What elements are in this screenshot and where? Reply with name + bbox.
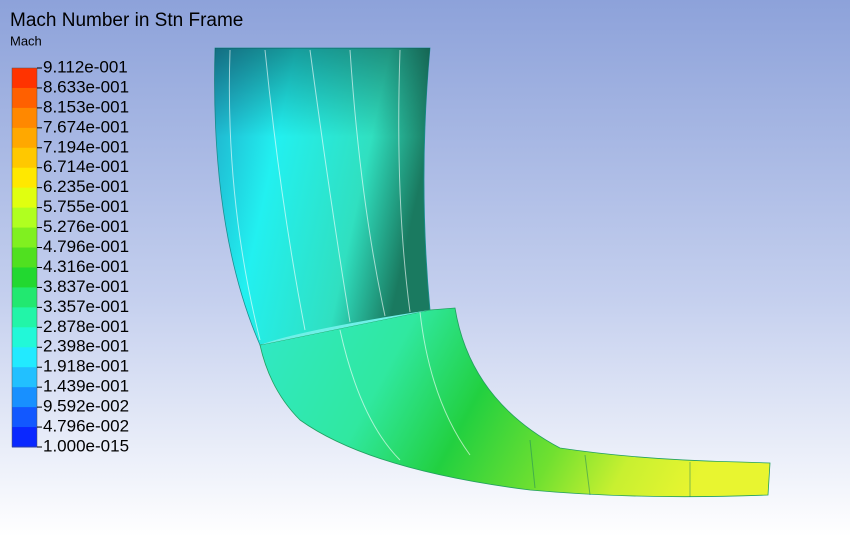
legend-label: 6.714e-001 [43, 157, 129, 176]
legend-band [12, 207, 37, 229]
legend-band [12, 227, 37, 249]
title: Mach Number in Stn Frame [10, 10, 243, 31]
legend-label: 5.755e-001 [43, 197, 129, 216]
legend-band [12, 327, 37, 348]
legend-band [12, 307, 37, 328]
color-legend: 9.112e-0018.633e-0018.153e-0017.674e-001… [11, 57, 129, 455]
legend-band [12, 68, 37, 89]
variable-name: Mach [10, 33, 42, 48]
legend-band [12, 347, 37, 368]
legend-label: 3.357e-001 [43, 297, 129, 316]
legend-label: 4.796e-002 [43, 417, 129, 436]
legend-label: 7.194e-001 [43, 137, 129, 156]
legend-label: 4.796e-001 [43, 237, 129, 256]
legend-frame [11, 67, 38, 448]
legend-band [12, 127, 37, 149]
legend-band [12, 87, 37, 109]
legend-label: 5.276e-001 [43, 217, 129, 236]
legend-label: 1.000e-015 [43, 436, 129, 455]
legend-band [12, 247, 37, 268]
legend-label: 9.592e-002 [43, 397, 129, 416]
legend-label: 3.837e-001 [43, 277, 129, 296]
legend-label: 6.235e-001 [43, 177, 129, 196]
legend-band [12, 147, 37, 169]
legend-label: 1.918e-001 [43, 357, 129, 376]
legend-band [12, 407, 37, 428]
legend-label: 2.878e-001 [43, 317, 129, 336]
legend-label: 4.316e-001 [43, 257, 129, 276]
legend-label: 7.674e-001 [43, 117, 129, 136]
legend-band [12, 427, 37, 448]
legend-band [12, 267, 37, 288]
legend-label: 1.439e-001 [43, 377, 129, 396]
legend-label: 9.112e-001 [43, 57, 128, 76]
legend-band [12, 387, 37, 408]
legend-label: 2.398e-001 [43, 337, 129, 356]
legend-label: 8.633e-001 [43, 77, 129, 96]
legend-band [12, 367, 37, 388]
legend-band [12, 187, 37, 209]
contour-geometry [214, 47, 771, 498]
legend-band [12, 287, 37, 308]
legend-label: 8.153e-001 [43, 97, 129, 116]
legend-band [12, 107, 37, 129]
legend-band [12, 167, 37, 189]
